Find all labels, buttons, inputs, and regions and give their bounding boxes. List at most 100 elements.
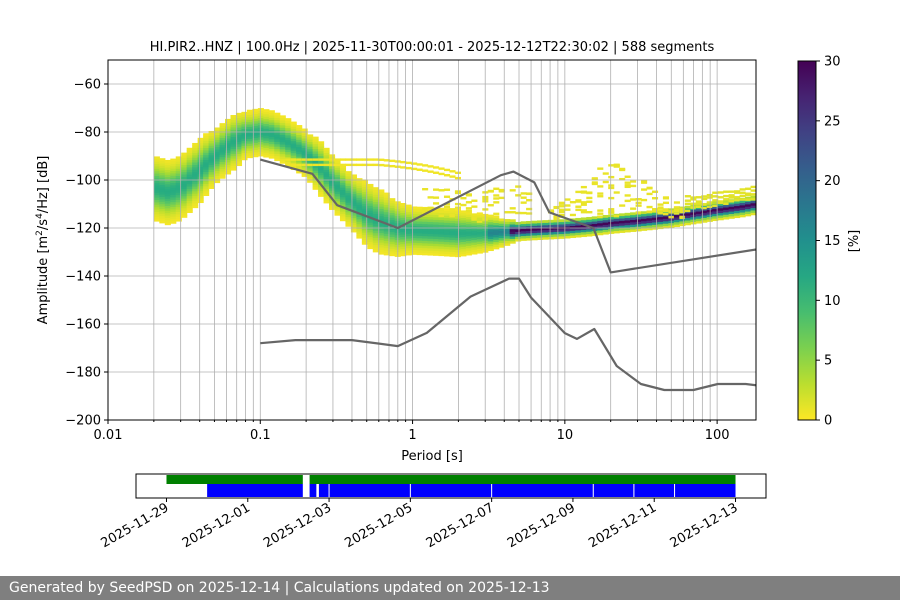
heatmap-cell [230,158,237,162]
heatmap-cell [487,233,494,237]
heatmap-cell [175,163,182,167]
heatmap-cell [356,221,363,225]
heatmap-cell [203,164,210,168]
heatmap-cell [443,239,451,243]
heatmap-cell [449,225,456,229]
heatmap-cell [372,232,379,236]
heatmap-cell [383,247,390,251]
heatmap-cell [230,129,237,133]
heatmap-cell [509,231,516,235]
heatmap-cell [153,158,160,162]
heatmap-cell [252,116,259,119]
heatmap-cell [465,233,472,237]
heatmap-cell [361,186,368,190]
heatmap-cell [203,186,210,189]
heatmap-cell [274,119,281,123]
heatmap-cell [203,135,210,139]
heatmap-cell [378,163,385,167]
heatmap-cell [170,211,177,215]
heatmap-cell [219,166,226,170]
heatmap-cell [181,159,188,163]
heatmap-cell [657,214,664,218]
heatmap-cell [235,117,243,121]
heatmap-cell [580,203,587,206]
heatmap-cell [164,164,171,168]
heatmap-cell [537,234,544,238]
heatmap-cell [476,238,483,242]
heatmap-cell [339,218,347,222]
heatmap-cell [318,150,325,154]
heatmap-cell [712,208,719,212]
heatmap-cell [285,163,292,167]
heatmap-cell [170,165,177,169]
heatmap-cell [246,155,253,159]
heatmap-cell [389,229,396,233]
heatmap-cell [361,222,368,226]
heatmap-cell [290,135,297,139]
heatmap-cell [487,217,494,220]
heatmap-cell [734,210,741,214]
heatmap-cell [257,110,264,114]
heatmap-cell [378,201,385,205]
heatmap-cell [449,214,456,218]
heatmap-cell [252,132,259,136]
heatmap-cell [318,146,325,149]
heatmap-cell [597,220,604,224]
heatmap-cell [181,167,188,170]
heatmap-cell [268,110,275,114]
heatmap-cell [465,238,472,242]
heatmap-cell [454,206,461,209]
heatmap-cell [257,120,264,123]
coverage-bars [166,475,736,497]
heatmap-cell [454,232,461,236]
heatmap-cell [498,218,505,222]
heatmap-cell [192,145,199,149]
heatmap-cell [383,226,390,229]
heatmap-cell [367,239,374,242]
heatmap-cell [635,211,642,214]
heatmap-cell [471,239,478,243]
heatmap-cell [208,164,215,168]
heatmap-cell [175,187,182,191]
heatmap-cell [662,201,670,205]
heatmap-cell [487,245,494,249]
heatmap-cell [717,201,724,205]
heatmap-cell [400,217,407,221]
heatmap-cell [717,217,724,221]
heatmap-cell [181,152,188,156]
heatmap-cell [635,216,642,220]
heatmap-cell [487,243,494,247]
heatmap-cell [662,225,670,229]
heatmap-cell [225,159,232,163]
heatmap-cell [164,207,171,211]
heatmap-cell [329,158,336,161]
y-tick-label: −160 [65,318,101,333]
heatmap-cell [225,118,232,122]
heatmap-cell [422,247,429,251]
heatmap-cell [274,143,281,147]
heatmap-cell [175,201,182,205]
heatmap-cell [416,230,423,234]
heatmap-cell [230,155,237,159]
heatmap-cell [323,200,330,204]
heatmap-cell [646,227,653,231]
heatmap-cell [197,157,204,160]
heatmap-cell [296,134,303,138]
heatmap-cell [378,225,385,229]
heatmap-cell [630,207,637,210]
heatmap-cell [339,184,347,188]
heatmap-cell [345,187,352,191]
heatmap-cell [509,219,516,223]
heatmap-cell [323,158,330,161]
heatmap-cell [290,150,297,154]
heatmap-cell [279,127,286,131]
heatmap-cell [624,224,631,228]
heatmap-cell [361,198,368,202]
y-tick-label: −200 [65,414,101,429]
heatmap-cell [241,140,248,144]
heatmap-cell [597,222,604,226]
heatmap-cell [329,183,336,186]
heatmap-cell [427,223,434,227]
heatmap-cell [498,190,505,193]
heatmap-cell [597,192,604,195]
